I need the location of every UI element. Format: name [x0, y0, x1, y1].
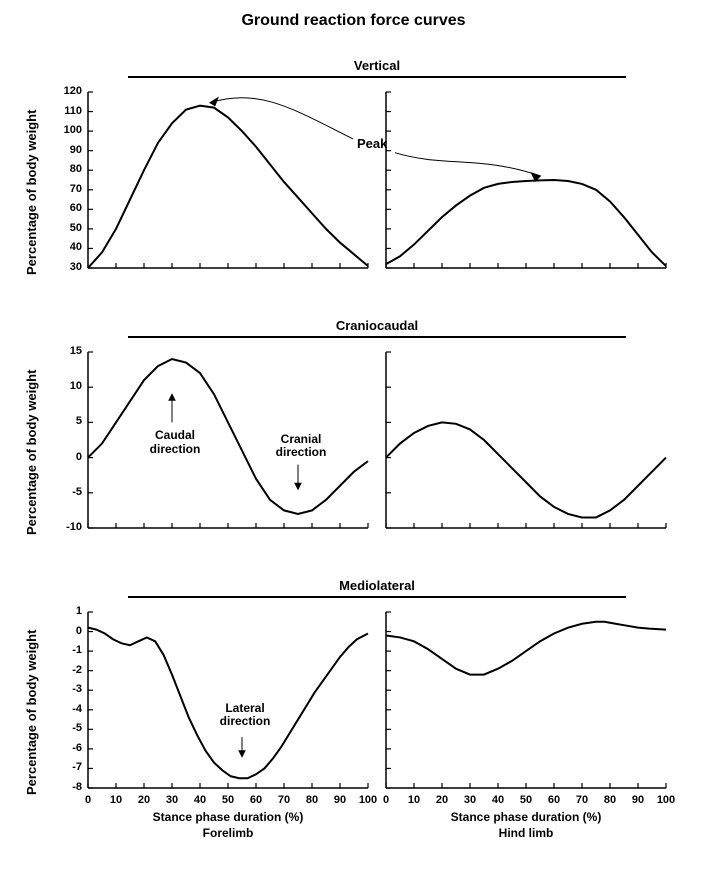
x-axis-label: Stance phase duration (%)	[88, 810, 368, 824]
panel-title-craniocaudal: Craniocaudal	[88, 318, 666, 333]
panel-title-bar	[128, 336, 626, 338]
y-axis-label: Percentage of body weight	[24, 630, 39, 795]
mediolateral-annotation	[88, 612, 368, 788]
peak-annotation	[88, 92, 666, 268]
chart-craniocaudal-hindlimb	[386, 352, 667, 529]
chart-mediolateral-hindlimb	[386, 612, 667, 789]
panel-title-bar	[128, 596, 626, 598]
x-axis-sublabel: Forelimb	[88, 826, 368, 840]
panel-title-bar	[128, 76, 626, 78]
cranial-label: Cranialdirection	[266, 433, 336, 459]
lateral-label: Lateraldirection	[210, 702, 280, 728]
y-axis-label: Percentage of body weight	[24, 110, 39, 275]
x-axis-label: Stance phase duration (%)	[386, 810, 666, 824]
panel-title-mediolateral: Mediolateral	[88, 578, 666, 593]
main-title: Ground reaction force curves	[0, 12, 707, 30]
caudal-label: Caudaldirection	[140, 429, 210, 455]
y-axis-label: Percentage of body weight	[24, 370, 39, 535]
x-axis-sublabel: Hind limb	[386, 826, 666, 840]
peak-label: Peak	[357, 137, 387, 151]
panel-title-vertical: Vertical	[88, 58, 666, 73]
